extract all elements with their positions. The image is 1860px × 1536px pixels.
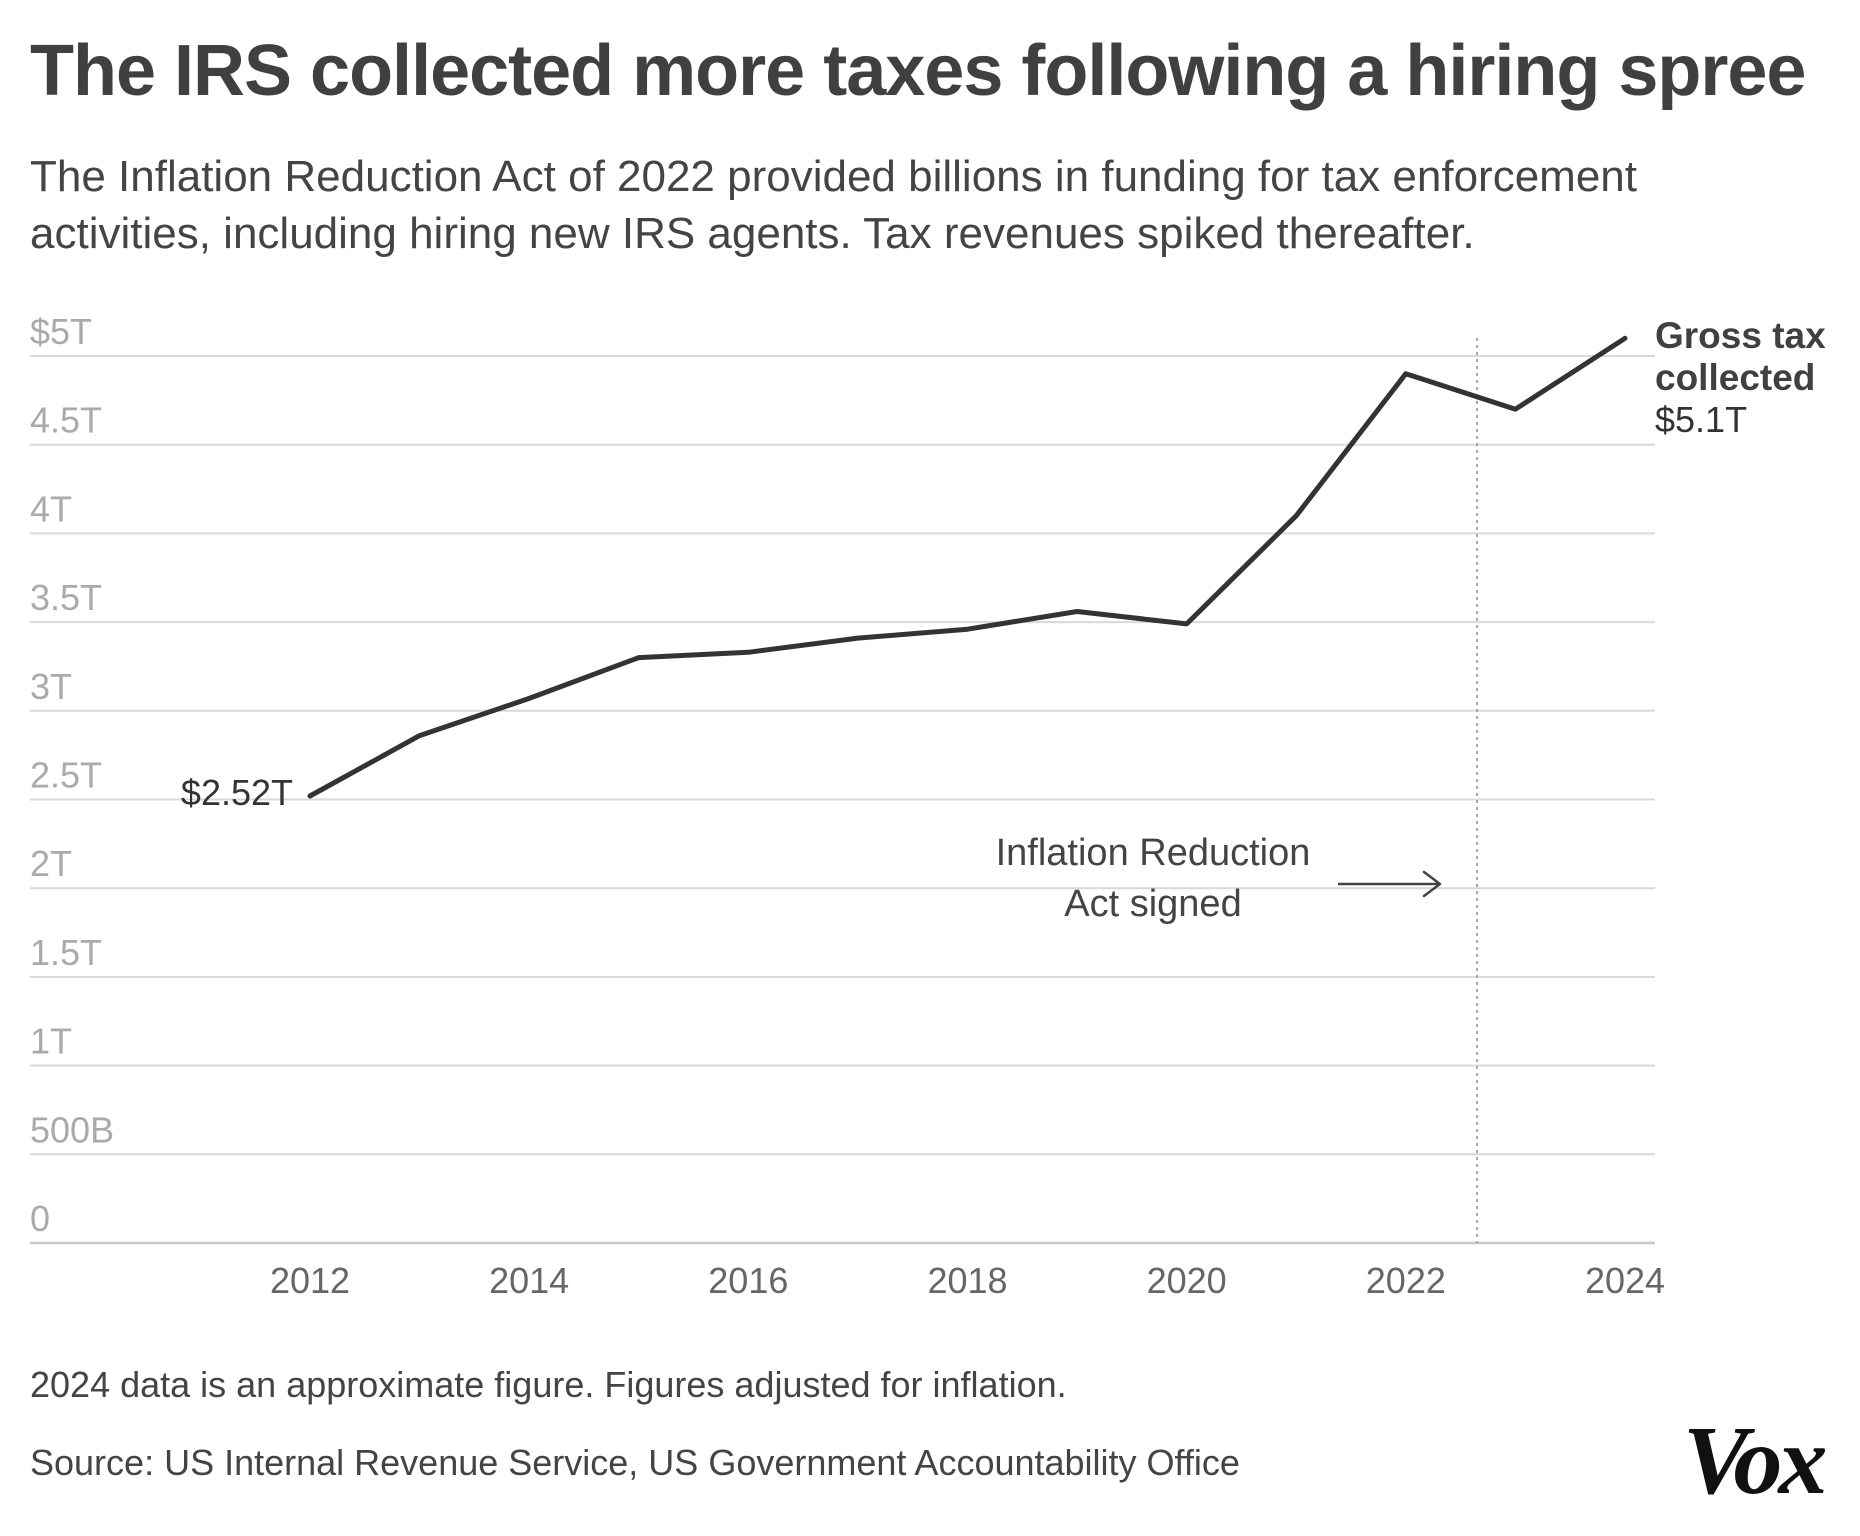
y-tick-label-1: 500B [30, 1109, 114, 1150]
data-point-2019 [1074, 608, 1080, 614]
data-point-2020 [1184, 621, 1190, 627]
chart-title: The IRS collected more taxes following a… [30, 31, 1806, 111]
end-label-name-line1: Gross tax [1655, 315, 1826, 356]
y-axis-tick-labels: 0 500B 1T 1.5T 2T 2.5T 3T 3.5T 4T 4.5T $5T [30, 311, 114, 1239]
end-value-label: $5.1T [1655, 399, 1747, 440]
data-point-2023 [1512, 406, 1518, 412]
x-tick-label-1: 2014 [489, 1260, 569, 1301]
data-point-2021 [1293, 513, 1299, 519]
start-value-label: $2.52T [181, 772, 293, 813]
y-tick-label-4: 2T [30, 843, 72, 884]
end-label-name-line2: collected [1655, 357, 1815, 398]
data-point-2017 [855, 635, 861, 641]
series-line-0 [307, 335, 1628, 799]
x-tick-label-0: 2012 [270, 1260, 350, 1301]
data-point-2016 [745, 649, 751, 655]
y-tick-label-2: 1T [30, 1021, 72, 1062]
x-tick-label-5: 2022 [1366, 1260, 1446, 1301]
event-label-line2: Act signed [1064, 883, 1241, 925]
x-tick-label-6: 2024 [1585, 1260, 1665, 1301]
chart-subtitle: The Inflation Reduction Act of 2022 prov… [30, 152, 1637, 258]
event-arrow-head [1422, 870, 1442, 898]
footnote: 2024 data is an approximate figure. Figu… [30, 1364, 1067, 1405]
y-tick-label-5: 2.5T [30, 755, 102, 796]
data-point-2024 [1622, 335, 1628, 341]
series-layer [307, 335, 1628, 799]
y-tick-label-3: 1.5T [30, 932, 102, 973]
y-tick-label-7: 3.5T [30, 577, 102, 618]
data-point-2015 [636, 655, 642, 661]
y-tick-label-8: 4T [30, 488, 72, 529]
data-point-2022 [1403, 371, 1409, 377]
annotation-labels: Inflation Reduction Act signed $2.52T Gross… [181, 315, 1826, 925]
y-tick-label-10: $5T [30, 311, 92, 352]
x-tick-label-2: 2016 [708, 1260, 788, 1301]
data-point-2018 [965, 626, 971, 632]
x-axis-tick-labels: 2012 2014 2016 2018 2020 2022 2024 [270, 1260, 1665, 1301]
y-tick-label-9: 4.5T [30, 400, 102, 441]
data-point-2013 [417, 733, 423, 739]
event-label-line1: Inflation Reduction [996, 832, 1311, 874]
vox-logo: Vox [1683, 1407, 1828, 1515]
source-note: Source: US Internal Revenue Service, US … [30, 1442, 1240, 1483]
grid-lines [30, 355, 1655, 1245]
y-tick-label-0: 0 [30, 1198, 50, 1239]
x-tick-label-4: 2020 [1147, 1260, 1227, 1301]
x-tick-label-3: 2018 [927, 1260, 1007, 1301]
data-point-2012 [307, 793, 313, 799]
data-point-2014 [526, 695, 532, 701]
y-tick-label-6: 3T [30, 666, 72, 707]
